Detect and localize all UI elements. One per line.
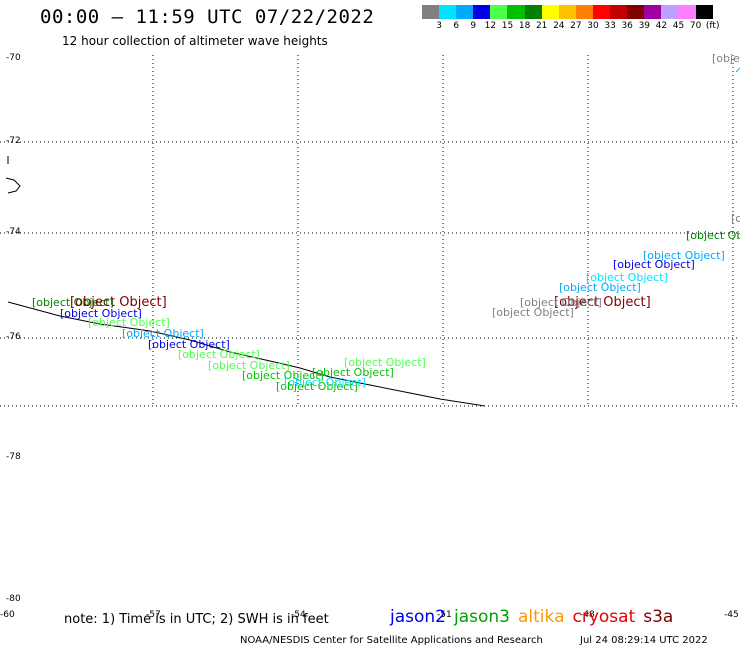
colorbar-label: 6 xyxy=(453,21,460,31)
colorbar-labels: 3 6 9 12 15 18 21 24 27 30 33 36 39 42 45 70 (ft) xyxy=(422,21,740,33)
colorbar-swatch xyxy=(541,5,559,19)
wave-height-label: [object Object] xyxy=(148,338,230,351)
colorbar-label: 45 xyxy=(672,21,685,31)
colorbar-label: 24 xyxy=(553,21,565,31)
wave-height-label: [object Object] xyxy=(559,281,641,294)
satellite-legend-item: s3a xyxy=(643,607,674,627)
footer-note: note: 1) Time is in UTC; 2) SWH is in fe… xyxy=(64,612,329,627)
colorbar-swatch xyxy=(644,5,662,19)
wave-height-label: [object Object] xyxy=(344,356,426,369)
credit-line: NOAA/NESDIS Center for Satellite Applica… xyxy=(240,635,543,646)
wave-height-label: [object Object] xyxy=(208,359,290,372)
colorbar-label: 18 xyxy=(518,21,531,31)
wave-height-label: [object Object] xyxy=(70,295,167,310)
lat-label: -76 xyxy=(6,332,21,342)
colorbar-label: 15 xyxy=(501,21,514,31)
satellite-legend: jason2 jason3 altika cryosat s3a xyxy=(390,607,681,627)
coastline xyxy=(7,301,486,407)
colorbar-swatch xyxy=(610,5,628,19)
satellite-legend-item: jason2 xyxy=(390,607,446,627)
track-mark xyxy=(735,67,740,73)
wave-height-label: [object Object] xyxy=(122,327,204,340)
colorbar-label: 33 xyxy=(604,21,616,31)
wave-height-label: [object Object] xyxy=(731,212,740,225)
lon-label: -57 xyxy=(146,610,161,620)
wave-height-label: [object Object] xyxy=(284,376,366,389)
lat-label: -78 xyxy=(6,452,21,462)
wave-height-label: [object Object] xyxy=(586,271,668,284)
colorbar-swatch xyxy=(456,5,474,19)
lon-label: -54 xyxy=(291,610,306,620)
lon-labels: -60 -57 -54 -51 -48 -45 xyxy=(0,610,739,620)
lat-label: -74 xyxy=(6,227,21,237)
lon-label: -45 xyxy=(724,610,739,620)
lat-label: -70 xyxy=(6,53,21,63)
page-subtitle: 12 hour collection of altimeter wave hei… xyxy=(62,34,328,48)
colorbar-swatch xyxy=(439,5,457,19)
satellite-legend-item: cryosat xyxy=(572,607,636,627)
colorbar-label: 70 xyxy=(689,21,702,31)
colorbar-swatch xyxy=(575,5,593,19)
wave-height-label: [object Object] xyxy=(712,52,740,65)
lat-labels: -70 -72 -74 -76 -78 -80 xyxy=(6,53,21,604)
graticule xyxy=(0,55,740,407)
colorbar-swatch xyxy=(524,5,542,19)
colorbar-label: 42 xyxy=(655,21,668,31)
wave-height-label: [object Object] xyxy=(60,307,142,320)
colorbar-swatch xyxy=(507,5,525,19)
wave-height-label: [object Object] xyxy=(242,369,324,382)
lon-label: -48 xyxy=(580,610,595,620)
lat-label: -72 xyxy=(6,136,21,146)
coastline-fragment xyxy=(5,177,21,194)
colorbar-swatch xyxy=(627,5,645,19)
colorbar-label: (ft) xyxy=(705,21,720,31)
wave-height-label: [object Object] xyxy=(643,249,725,262)
colorbar-swatch xyxy=(661,5,679,19)
lat-label: -80 xyxy=(6,594,21,604)
colorbar-label: 36 xyxy=(621,21,633,31)
colorbar-label: 12 xyxy=(484,21,497,31)
wave-height-label: [object Object] xyxy=(492,306,574,319)
wave-height-label: [object Object] xyxy=(276,380,358,393)
colorbar-swatch xyxy=(592,5,611,19)
colorbar-label: 30 xyxy=(587,21,599,31)
wave-height-label: [object Object] xyxy=(88,316,170,329)
wave-height-label: [object Object] xyxy=(554,295,651,310)
generation-timestamp: Jul 24 08:29:14 UTC 2022 xyxy=(580,635,708,646)
satellite-legend-item: jason3 xyxy=(454,607,510,627)
lon-label: -60 xyxy=(0,610,15,620)
colorbar-swatch xyxy=(558,5,576,19)
wave-height-label: [object Object] xyxy=(32,296,114,309)
colorbar-swatch xyxy=(473,5,491,19)
satellite-legend-item: altika xyxy=(518,607,565,627)
wave-height-label: [object Object] xyxy=(178,348,260,361)
colorbar-swatch xyxy=(678,5,696,19)
wave-labels: [object Object] [object Object] [object … xyxy=(32,52,740,393)
colorbar-label: 39 xyxy=(638,21,651,31)
page-title: 00:00 – 11:59 UTC 07/22/2022 xyxy=(40,6,375,28)
colorbar-swatch xyxy=(490,5,508,19)
colorbar-label: 3 xyxy=(436,21,442,31)
colorbar-swatch xyxy=(422,5,440,19)
wave-height-label: [object Object] xyxy=(686,229,740,242)
wave-height-label: [object Object] xyxy=(312,366,394,379)
colorbar xyxy=(422,5,713,19)
lon-label: -51 xyxy=(437,610,452,620)
wave-height-label: [object Object] xyxy=(520,296,602,309)
wave-height-label: [object Object] xyxy=(613,258,695,271)
colorbar-label: 9 xyxy=(470,21,477,31)
colorbar-label: 27 xyxy=(570,21,582,31)
colorbar-swatch xyxy=(695,5,713,19)
colorbar-label: 21 xyxy=(535,21,548,31)
